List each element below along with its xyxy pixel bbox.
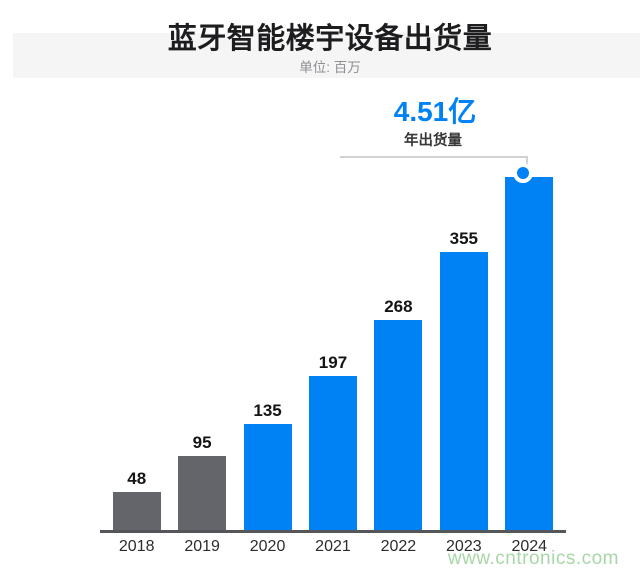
bar-rect-2018 [112,492,161,530]
bar-value-label: 48 [127,469,147,488]
bar-rect-2023 [439,252,488,530]
bar-value-label: 268 [384,297,413,316]
unit-label: 单位: 百万 [299,60,361,75]
x-axis-label-2020: 2020 [249,538,286,555]
annotation-label: 年出货量 [404,133,462,149]
bar-rect-2020 [243,424,292,530]
x-axis-label-2021: 2021 [315,538,351,555]
x-axis-labels: 2018 2019 2020 2021 2022 2023 2024 [104,538,562,556]
callout-line-vertical [526,156,528,167]
header-band [13,33,640,78]
watermark: www.cntronics.com [447,548,619,569]
x-axis-label-2022: 2022 [380,538,417,555]
x-axis-label-2024: 2024 [511,538,548,555]
bar-column-2018: 48 [104,130,169,530]
bar-rect-2024 [505,177,554,530]
bar-value-label: 95 [192,433,212,452]
bar-chart: 48 95 135 197 268 355 [104,130,562,530]
annotation-value: 4.51亿 [393,96,477,127]
x-axis-label-2018: 2018 [118,538,155,555]
bar-column-2021: 197 [300,130,365,530]
bar-column-2019: 95 [169,130,234,530]
page-title: 蓝牙智能楼宇设备出货量 [167,23,493,55]
bar-value-label: 355 [449,229,478,248]
callout-line-horizontal [340,156,528,158]
bar-rect-2022 [374,320,423,530]
bar-column-2024 [497,130,562,530]
x-axis-line [100,530,566,533]
x-axis-label-2019: 2019 [184,538,220,555]
bar-column-2020: 135 [235,130,300,530]
x-axis-label-2023: 2023 [446,538,482,555]
bar-value-label: 135 [253,401,282,420]
bar-column-2022: 268 [366,130,431,530]
bar-rect-2021 [308,376,357,530]
bar-column-2023: 355 [431,130,496,530]
highlight-marker-circle [513,163,533,183]
bar-rect-2019 [178,456,227,530]
bar-value-label: 197 [318,353,348,372]
